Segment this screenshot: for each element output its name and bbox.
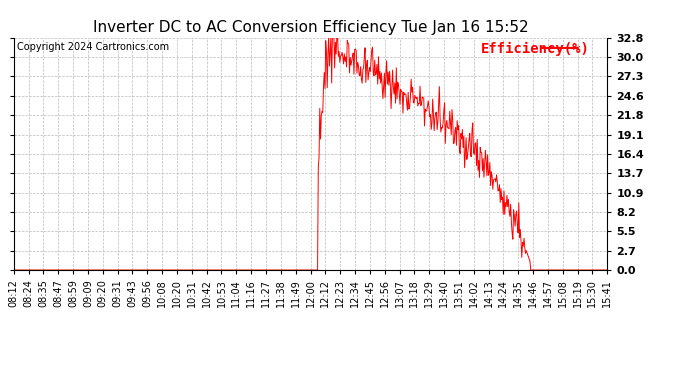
Text: Copyright 2024 Cartronics.com: Copyright 2024 Cartronics.com bbox=[17, 42, 169, 52]
Title: Inverter DC to AC Conversion Efficiency Tue Jan 16 15:52: Inverter DC to AC Conversion Efficiency … bbox=[92, 20, 529, 35]
Text: Efficiency(%): Efficiency(%) bbox=[480, 42, 589, 56]
